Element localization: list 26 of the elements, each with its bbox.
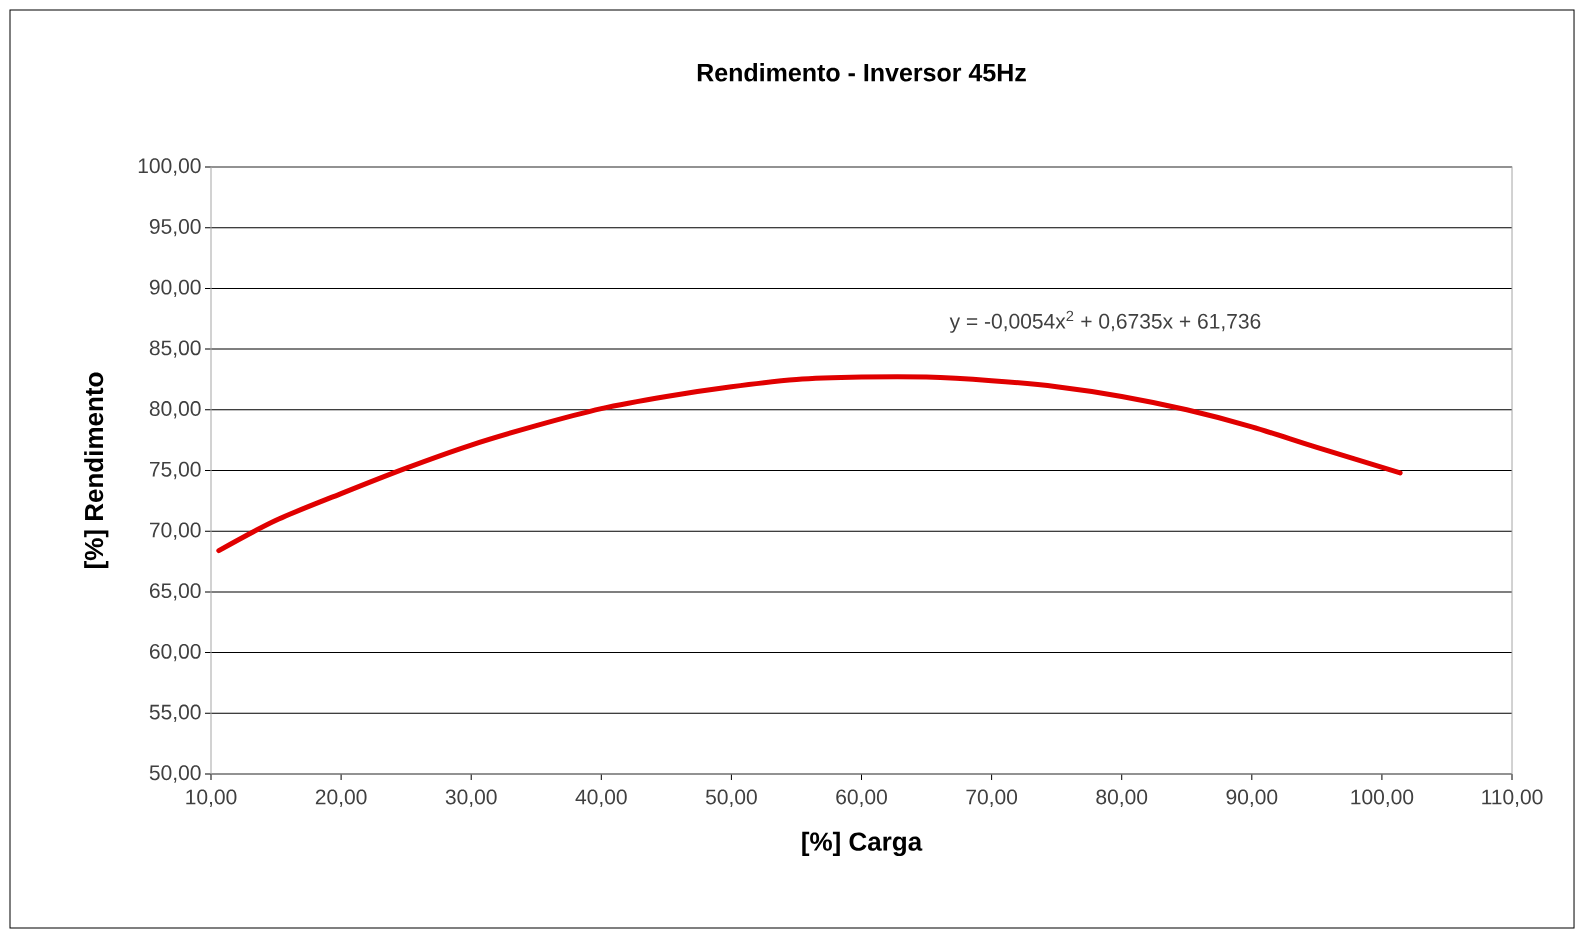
y-tick-label: 75,00 [150,461,201,480]
x-tick-label: 110,00 [1482,789,1543,807]
x-tick-label: 20,00 [315,789,367,807]
x-tick-label: 40,00 [575,789,627,807]
x-tick-label: 100,00 [1351,789,1414,807]
x-tick-label: 50,00 [705,789,757,807]
y-tick-label: 95,00 [149,219,201,237]
y-tick-label: 50,00 [149,765,201,783]
y-tick-label: 65,00 [149,583,201,601]
x-tick-label: 90,00 [1226,789,1278,807]
chart-title: Rendimento - Inversor 45Hz [697,63,1026,82]
y-tick-label: 100,00 [138,158,201,176]
x-axis-title: [%] Carga [802,831,923,857]
annotation: y = -0,0054x$^{2}$ + 0,6735x + 61,736 [949,310,1261,333]
y-tick-label: 80,00 [149,401,201,419]
x-tick-label: 60,00 [836,789,887,807]
y-tick-label: 60,00 [149,643,201,662]
y-axis-title: [%] Rendimento [84,372,109,568]
x-tick-label: 70,00 [966,789,1018,807]
y-tick-label: 55,00 [149,704,201,722]
y-tick-label: 70,00 [150,522,201,540]
x-tick-label: 30,00 [445,789,497,807]
x-tick-label: 10,00 [186,789,237,807]
y-tick-label: 90,00 [149,279,201,298]
y-tick-label: 85,00 [149,340,201,358]
x-tick-label: 80,00 [1096,789,1148,807]
